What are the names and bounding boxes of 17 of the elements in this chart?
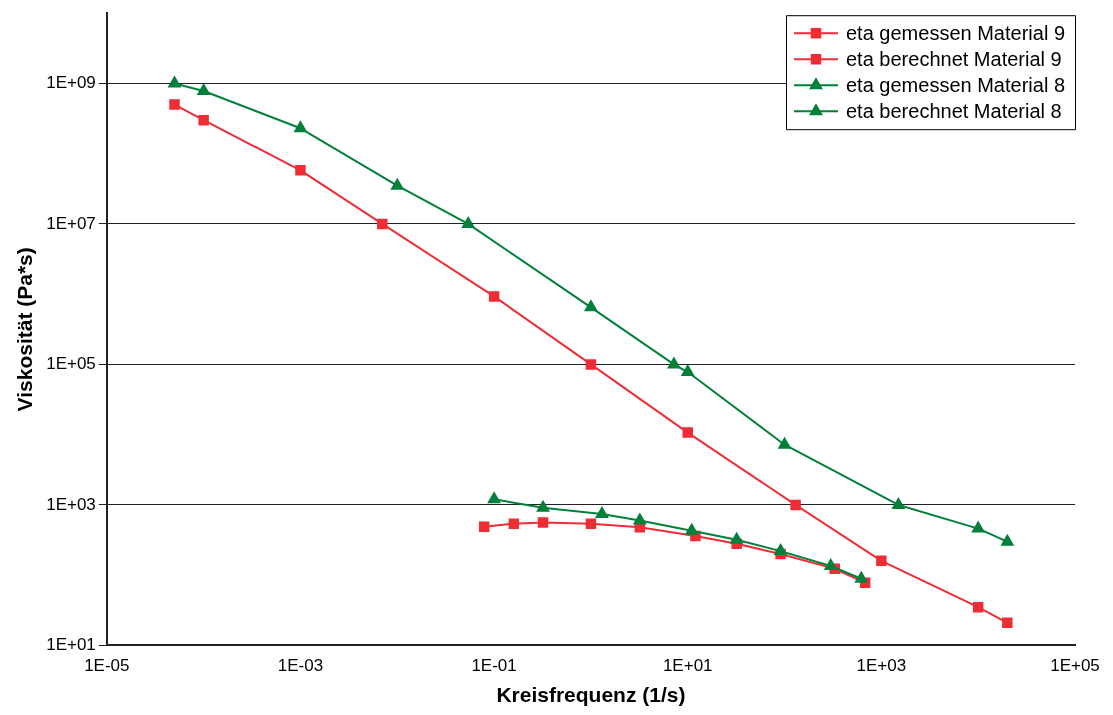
y-tick-label: 1E+01	[46, 635, 96, 655]
y-axis-title: Viskosität (Pa*s)	[13, 247, 37, 412]
x-tick-label: 1E+03	[856, 656, 907, 676]
legend-label: eta berechnet Material 9	[846, 47, 1062, 70]
legend-label: eta gemessen Material 9	[846, 21, 1066, 44]
legend-label: eta gemessen Material 8	[846, 73, 1066, 96]
y-tick-label: 1E+09	[46, 73, 96, 93]
x-tick-label: 1E+05	[1050, 656, 1100, 676]
x-tick-label: 1E-01	[471, 656, 517, 676]
x-tick-label: 1E+01	[662, 656, 713, 676]
x-tick-label: 1E-05	[84, 656, 130, 676]
x-axis-title: Kreisfrequenz (1/s)	[496, 683, 686, 707]
y-tick-label: 1E+05	[46, 354, 96, 374]
legend-label: eta berechnet Material 8	[846, 99, 1062, 122]
y-tick-label: 1E+07	[46, 213, 96, 233]
x-tick-label: 1E-03	[277, 656, 324, 676]
y-tick-label: 1E+03	[46, 494, 96, 514]
